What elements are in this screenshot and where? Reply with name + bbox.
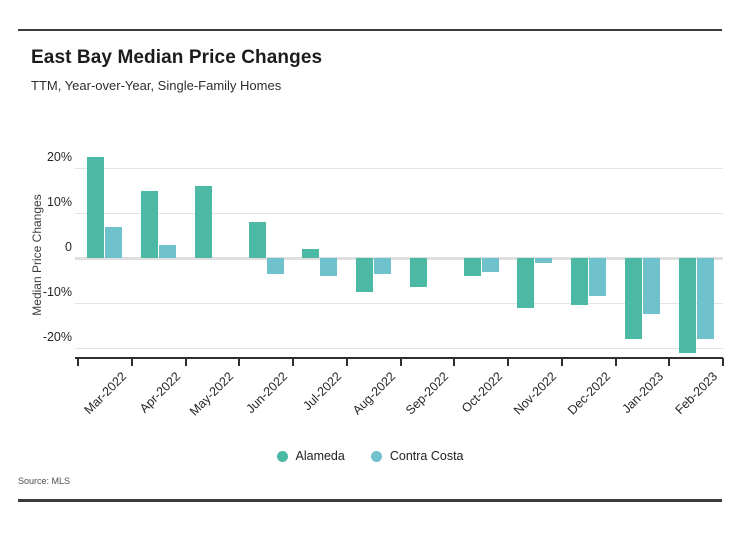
bar-alameda-dec-2022[interactable] <box>571 258 589 306</box>
bar-alameda-jul-2022[interactable] <box>302 249 320 258</box>
bar-contra-costa-jun-2022[interactable] <box>266 258 284 274</box>
x-axis-tick <box>292 358 294 366</box>
bar-contra-costa-jul-2022[interactable] <box>320 258 338 276</box>
bar-alameda-feb-2023[interactable] <box>678 258 696 353</box>
chart-title: East Bay Median Price Changes <box>31 47 323 68</box>
y-tick-label--10pct: -10% <box>42 285 72 299</box>
legend-label-alameda: Alameda <box>295 449 345 463</box>
bar-contra-costa-aug-2022[interactable] <box>374 258 392 274</box>
y-tick-label-20pct: 20% <box>46 150 72 164</box>
bar-contra-costa-nov-2022[interactable] <box>535 258 553 263</box>
bar-contra-costa-oct-2022[interactable] <box>481 258 499 272</box>
bottom-rule <box>18 499 722 502</box>
legend-item-alameda: Alameda <box>276 449 345 463</box>
bar-contra-costa-mar-2022[interactable] <box>105 226 123 258</box>
gridline--20pct <box>75 348 723 349</box>
bar-alameda-sep-2022[interactable] <box>409 258 427 288</box>
x-axis-tick <box>184 358 187 366</box>
gridline-20pct <box>75 168 723 169</box>
legend-label-contra-costa: Contra Costa <box>389 449 464 463</box>
x-axis-tick <box>77 358 79 366</box>
x-axis-tick <box>238 358 241 366</box>
x-axis-tick <box>560 358 563 366</box>
bar-contra-costa-dec-2022[interactable] <box>589 258 607 297</box>
x-axis-tick <box>507 358 509 366</box>
bar-contra-costa-jan-2023[interactable] <box>642 258 660 315</box>
bar-contra-costa-feb-2023[interactable] <box>696 258 714 339</box>
legend: Alameda Contra Costa <box>0 449 740 463</box>
source-note: Source: MLS <box>18 476 71 486</box>
x-axis-line <box>75 357 723 359</box>
x-axis-tick <box>453 358 456 366</box>
bar-alameda-nov-2022[interactable] <box>517 258 535 308</box>
y-tick-label-10pct: 10% <box>46 195 72 209</box>
legend-item-contra-costa: Contra Costa <box>370 449 464 463</box>
bar-alameda-aug-2022[interactable] <box>356 258 374 292</box>
x-axis-tick <box>614 358 617 366</box>
x-axis-tick <box>722 358 724 366</box>
bar-alameda-oct-2022[interactable] <box>463 258 481 276</box>
x-axis-tick <box>130 358 133 366</box>
x-axis-tick <box>399 358 402 366</box>
legend-dot-contra-costa <box>370 450 382 462</box>
x-axis-tick <box>345 358 348 366</box>
bar-alameda-jun-2022[interactable] <box>248 222 266 258</box>
chart-subtitle: TTM, Year-over-Year, Single-Family Homes <box>31 78 282 93</box>
legend-dot-alameda <box>276 450 288 462</box>
bar-alameda-mar-2022[interactable] <box>87 156 105 258</box>
bar-alameda-apr-2022[interactable] <box>141 190 159 258</box>
y-tick-label--20pct: -20% <box>42 330 72 344</box>
bar-contra-costa-apr-2022[interactable] <box>159 244 177 258</box>
gridline--10pct <box>75 303 723 304</box>
gridline-10pct <box>75 213 723 214</box>
bar-alameda-may-2022[interactable] <box>194 186 212 258</box>
y-tick-label-0pct: 0 <box>65 240 72 254</box>
bar-alameda-jan-2023[interactable] <box>624 258 642 339</box>
x-axis-tick <box>668 358 671 366</box>
gridline-0pct <box>75 256 723 260</box>
top-rule <box>18 29 722 31</box>
